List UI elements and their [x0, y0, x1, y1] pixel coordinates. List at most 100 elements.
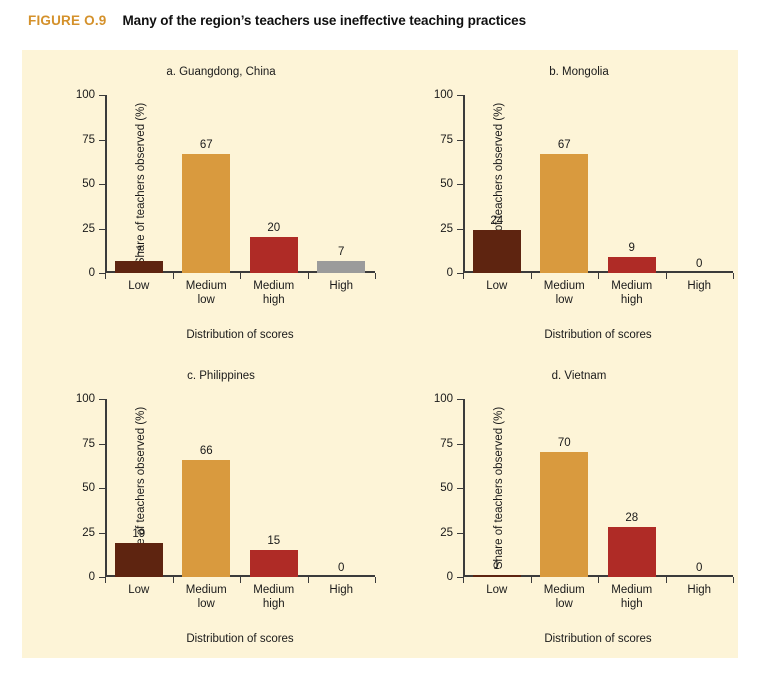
y-axis-line	[463, 399, 465, 577]
x-axis-category-label: Medium low	[173, 279, 241, 308]
x-axis-tick	[733, 577, 735, 583]
x-axis-category-line: high	[262, 294, 285, 307]
x-axis-tick	[172, 577, 174, 583]
x-axis-category-label: Medium low	[531, 279, 599, 308]
x-axis-tick	[733, 273, 735, 279]
bar-slot: 7	[105, 95, 173, 273]
x-axis-tick	[307, 273, 309, 279]
x-axis-tick	[598, 577, 600, 583]
y-axis-tick	[457, 399, 463, 401]
bar: 67	[540, 139, 589, 273]
bar-slot: 24	[463, 95, 531, 273]
x-axis-tick	[105, 577, 107, 583]
y-axis-tick-label: 0	[446, 267, 453, 279]
bar-value-label: 0	[338, 562, 345, 574]
bar-value-label: 0	[696, 562, 703, 574]
y-axis-tick	[457, 95, 463, 97]
y-axis-line	[463, 95, 465, 273]
y-axis-tick-label: 0	[88, 267, 95, 279]
bars-layer: 24 67 9 0	[463, 95, 733, 273]
bar-value-label: 67	[199, 138, 213, 151]
y-axis-line	[105, 399, 107, 577]
x-axis-category-line: low	[555, 598, 573, 611]
bar: 9	[607, 242, 656, 273]
bar-value-label: 19	[132, 528, 146, 541]
x-axis-category-line: high	[620, 294, 643, 307]
y-axis-tick-label: 50	[440, 178, 453, 190]
subplot-title: b. Mongolia	[549, 66, 609, 78]
y-axis-tick-label: 25	[440, 526, 453, 539]
x-axis-tick	[463, 577, 465, 583]
y-axis-tick	[99, 95, 105, 97]
bar: 19	[114, 528, 163, 577]
x-axis-tick	[307, 577, 309, 583]
bar: 70	[540, 437, 589, 577]
x-axis-line	[105, 575, 375, 577]
x-axis-category-line: high	[262, 598, 285, 611]
chart-panel-philippines: c. Philippines Share of teachers observed…	[22, 354, 380, 658]
x-axis-line	[463, 271, 733, 273]
bar-value-label: 7	[135, 245, 142, 258]
bar-slot: 28	[598, 399, 666, 577]
x-axis-category-label: Medium low	[173, 583, 241, 612]
subplot-title: d. Vietnam	[551, 370, 607, 382]
figure-number: FIGURE O.9	[28, 13, 107, 28]
bar-value-label: 67	[557, 138, 571, 151]
bar-value-label: 24	[490, 215, 504, 228]
y-axis-tick	[457, 488, 463, 490]
y-axis-tick	[457, 139, 463, 141]
y-axis-tick-label: 100	[433, 89, 453, 101]
y-axis-tick-label: 75	[82, 437, 95, 450]
bar: 15	[249, 535, 298, 577]
x-axis-category-label: High	[666, 583, 734, 612]
x-axis-line	[463, 575, 733, 577]
bar-value-label: 1	[493, 559, 500, 572]
x-axis-category-line: Low	[486, 280, 508, 292]
y-axis-tick-label: 75	[440, 437, 453, 450]
x-axis-category-line: High	[687, 280, 712, 292]
x-axis-category-line: Low	[128, 280, 150, 292]
bar-value-label: 28	[625, 512, 639, 525]
x-axis-category-line: Medium	[611, 584, 653, 596]
x-axis-title: Distribution of scores	[186, 329, 294, 341]
x-axis-category-label: High	[308, 583, 376, 612]
bar-slot: 67	[531, 95, 599, 273]
y-axis-tick-label: 100	[433, 393, 453, 405]
x-axis-category-label: Medium high	[240, 583, 308, 612]
x-axis-category-line: Medium	[185, 584, 227, 596]
chart-panel-guangdong: a. Guangdong, China Share of teachers obs…	[22, 50, 380, 354]
x-axis-tick	[598, 273, 600, 279]
x-axis-category-label: Low	[105, 279, 173, 308]
x-axis-category-line: High	[329, 280, 354, 292]
x-axis-tick	[375, 273, 377, 279]
x-axis-category-label: Medium high	[598, 583, 666, 612]
y-axis-tick	[99, 273, 105, 275]
bar-value-label: 0	[696, 258, 703, 270]
y-axis-tick	[457, 184, 463, 186]
x-axis-category-line: Medium	[185, 280, 227, 292]
x-axis-tick	[240, 577, 242, 583]
bar-slot: 0	[308, 399, 376, 577]
y-axis-tick-label: 25	[440, 222, 453, 235]
x-axis-labels: Low Medium low Medium high High	[105, 279, 375, 308]
y-axis-tick-label: 0	[88, 571, 95, 583]
x-axis-category-line: Medium	[253, 280, 295, 292]
bars-layer: 1 70 28 0	[463, 399, 733, 577]
x-axis-tick	[172, 273, 174, 279]
x-axis-category-line: Low	[128, 584, 150, 596]
y-axis-tick-label: 75	[440, 133, 453, 146]
x-axis-tick	[240, 273, 242, 279]
y-axis-tick	[99, 577, 105, 579]
bar-slot: 19	[105, 399, 173, 577]
x-axis-category-line: high	[620, 598, 643, 611]
bars-layer: 19 66 15 0	[105, 399, 375, 577]
bar-value-label: 66	[199, 444, 213, 457]
bar: 1	[472, 560, 521, 577]
chart-panel-mongolia: b. Mongolia Share of teachers observed (%…	[380, 50, 738, 354]
plot-area: 0 25 50 75 100 7 67 20 7	[76, 89, 377, 279]
x-axis-tick	[463, 273, 465, 279]
x-axis-tick	[530, 577, 532, 583]
x-axis-tick	[530, 273, 532, 279]
figure-header: FIGURE O.9 Many of the region’s teachers…	[28, 13, 526, 28]
x-axis-category-label: Medium high	[598, 279, 666, 308]
